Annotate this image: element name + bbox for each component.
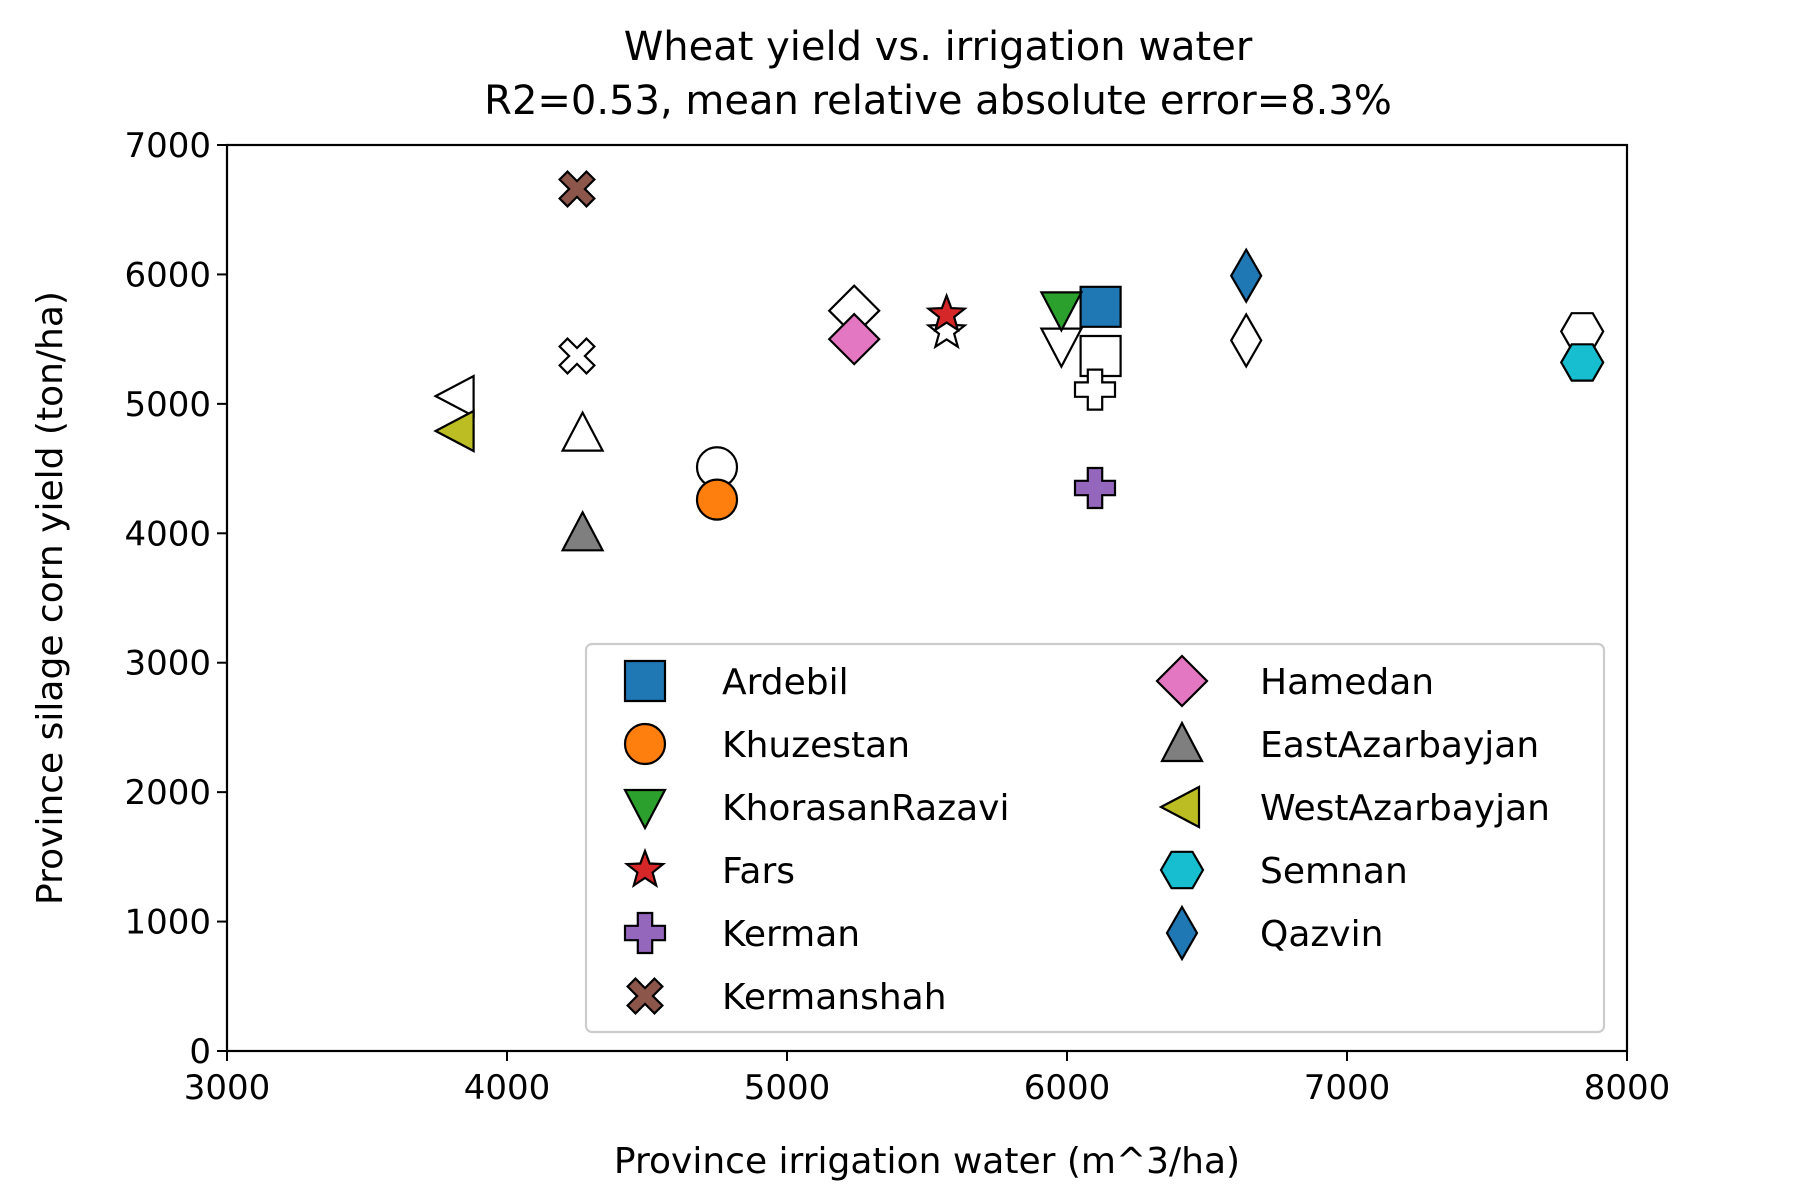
legend-marker-kerman bbox=[623, 911, 667, 955]
data-markers bbox=[433, 170, 1605, 552]
y-tick-label: 0 bbox=[189, 1032, 211, 1072]
legend-marker-eastazarbayjan bbox=[1160, 720, 1204, 763]
legend-label-khorasanrazavi: KhorasanRazavi bbox=[722, 788, 1010, 829]
y-tick-label: 2000 bbox=[124, 773, 211, 813]
legend-marker-khuzestan bbox=[623, 722, 667, 766]
legend-marker-qazvin bbox=[1165, 904, 1199, 962]
x-tick-label: 6000 bbox=[1024, 1068, 1111, 1108]
y-tick-label: 3000 bbox=[124, 644, 211, 684]
y-axis-label: Province silage corn yield (ton/ha) bbox=[30, 291, 71, 905]
legend-label-kerman: Kerman bbox=[722, 914, 860, 955]
legend-marker-kermanshah bbox=[626, 977, 664, 1015]
predicted-point-eastazarbayjan bbox=[560, 410, 605, 452]
x-tick-label: 8000 bbox=[1584, 1068, 1671, 1108]
x-tick-label: 4000 bbox=[464, 1068, 551, 1108]
y-tick-label: 5000 bbox=[124, 385, 211, 425]
observed-point-fars bbox=[925, 292, 968, 333]
predicted-point-khorasanrazavi bbox=[1039, 327, 1084, 369]
legend-marker-westazarbayjan bbox=[1158, 785, 1201, 829]
legend-marker-semnan bbox=[1159, 850, 1205, 890]
x-axis-ticks: 3000 4000 5000 6000 7000 8000 bbox=[184, 1051, 1671, 1108]
observed-point-ardebil bbox=[1079, 285, 1122, 328]
chart-title: Wheat yield vs. irrigation water bbox=[624, 24, 1253, 70]
observed-point-khorasanrazavi bbox=[1039, 291, 1084, 333]
x-tick-label: 3000 bbox=[184, 1068, 271, 1108]
observed-point-kerman bbox=[1073, 466, 1117, 510]
legend-marker-fars bbox=[623, 847, 667, 888]
x-tick-label: 5000 bbox=[744, 1068, 831, 1108]
predicted-point-fars bbox=[925, 309, 968, 350]
predicted-point-ardebil bbox=[1079, 334, 1122, 378]
predicted-point-kermanshah bbox=[558, 337, 596, 375]
legend-box bbox=[584, 642, 1606, 1034]
legend-marker-khorasanrazavi bbox=[623, 788, 667, 831]
x-tick-label: 7000 bbox=[1304, 1068, 1391, 1108]
y-axis-ticks: 0 1000 2000 3000 4000 5000 6000 7000 bbox=[124, 126, 227, 1072]
predicted-point-qazvin bbox=[1229, 312, 1263, 369]
legend-label-hamedan: Hamedan bbox=[1260, 662, 1434, 703]
predicted-point-kerman bbox=[1073, 368, 1117, 411]
observed-point-qazvin bbox=[1229, 247, 1263, 304]
chart-subtitle: R2=0.53, mean relative absolute error=8.… bbox=[484, 78, 1392, 124]
y-tick-label: 7000 bbox=[124, 126, 211, 166]
legend-marker-hamedan bbox=[1155, 654, 1209, 708]
legend-label-khuzestan: Khuzestan bbox=[722, 725, 910, 766]
y-tick-label: 4000 bbox=[124, 514, 211, 554]
plot-frame bbox=[225, 143, 1629, 1053]
y-tick-label: 6000 bbox=[124, 255, 211, 295]
y-tick-label: 1000 bbox=[124, 903, 211, 943]
observed-point-semnan bbox=[1559, 343, 1605, 382]
observed-point-hamedan bbox=[827, 312, 881, 366]
legend-label-qazvin: Qazvin bbox=[1260, 914, 1383, 955]
legend-label-eastazarbayjan: EastAzarbayjan bbox=[1260, 725, 1539, 766]
observed-point-kermanshah bbox=[558, 170, 596, 208]
observed-point-khuzestan bbox=[695, 478, 739, 521]
legend-label-westazarbayjan: WestAzarbayjan bbox=[1260, 788, 1550, 829]
legend-marker-ardebil bbox=[623, 659, 667, 703]
observed-point-westazarbayjan bbox=[433, 409, 475, 453]
legend-label-fars: Fars bbox=[722, 851, 795, 892]
x-axis-label: Province irrigation water (m^3/ha) bbox=[614, 1141, 1240, 1182]
legend-label-semnan: Semnan bbox=[1260, 851, 1408, 892]
legend-label-kermanshah: Kermanshah bbox=[722, 977, 947, 1018]
legend-label-ardebil: Ardebil bbox=[722, 662, 849, 703]
observed-point-eastazarbayjan bbox=[560, 509, 605, 552]
predicted-point-westazarbayjan bbox=[433, 374, 475, 418]
legend: Ardebil Khuzestan KhorasanRazavi Fars Kerman… bbox=[584, 642, 1606, 1034]
